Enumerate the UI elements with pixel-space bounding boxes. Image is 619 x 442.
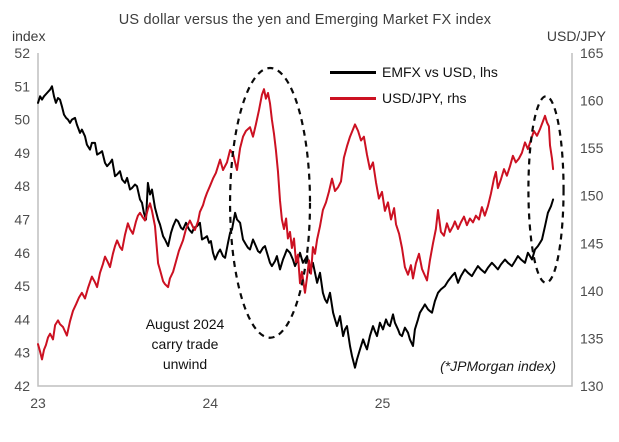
jpmorgan-footnote: (*JPMorgan index) — [440, 358, 556, 374]
left-axis-tick-42: 42 — [14, 378, 30, 394]
left-axis-tick-46: 46 — [14, 245, 30, 261]
right-axis-tick-135: 135 — [580, 330, 604, 346]
right-axis-tick-140: 140 — [580, 283, 604, 299]
x-axis-tick-23: 23 — [30, 395, 46, 411]
legend-label-emfx: EMFX vs USD, lhs — [382, 64, 498, 80]
right-axis-tick-150: 150 — [580, 188, 604, 204]
left-axis-tick-45: 45 — [14, 278, 30, 294]
left-axis-tick-50: 50 — [14, 112, 30, 128]
legend-item-usdjpy: USD/JPY, rhs — [330, 89, 498, 107]
legend-item-emfx: EMFX vs USD, lhs — [330, 63, 498, 81]
highlight-ellipse-carry-trade-unwind-2024 — [228, 66, 312, 339]
left-axis-tick-48: 48 — [14, 178, 30, 194]
chart-title: US dollar versus the yen and Emerging Ma… — [118, 12, 492, 28]
axis-frame — [37, 53, 573, 387]
left-axis-tick-44: 44 — [14, 311, 30, 327]
highlight-ellipse-late-2025-move — [527, 95, 565, 284]
emfx-line — [37, 85, 555, 369]
left-axis-unit-label: index — [12, 28, 46, 44]
left-axis-tick-52: 52 — [14, 45, 30, 61]
right-axis-tick-145: 145 — [580, 235, 604, 251]
right-axis-tick-130: 130 — [580, 378, 604, 394]
right-axis-unit-label: USD/JPY — [546, 28, 606, 44]
usdjpy-line — [37, 88, 555, 361]
left-axis-tick-51: 51 — [14, 78, 30, 94]
left-axis-tick-43: 43 — [14, 345, 30, 361]
legend: EMFX vs USD, lhs USD/JPY, rhs — [330, 63, 498, 115]
legend-label-usdjpy: USD/JPY, rhs — [382, 90, 467, 106]
right-axis-tick-165: 165 — [580, 45, 604, 61]
usdjpy-line-swatch — [330, 96, 376, 100]
carry-trade-annotation: August 2024 carry trade unwind — [145, 316, 225, 372]
x-axis-tick-24: 24 — [202, 395, 218, 411]
right-axis-tick-160: 160 — [580, 93, 604, 109]
left-axis-tick-49: 49 — [14, 145, 30, 161]
x-axis-tick-25: 25 — [375, 395, 391, 411]
left-axis-tick-47: 47 — [14, 212, 30, 228]
right-axis-tick-155: 155 — [580, 140, 604, 156]
emfx-line-swatch — [330, 70, 376, 74]
